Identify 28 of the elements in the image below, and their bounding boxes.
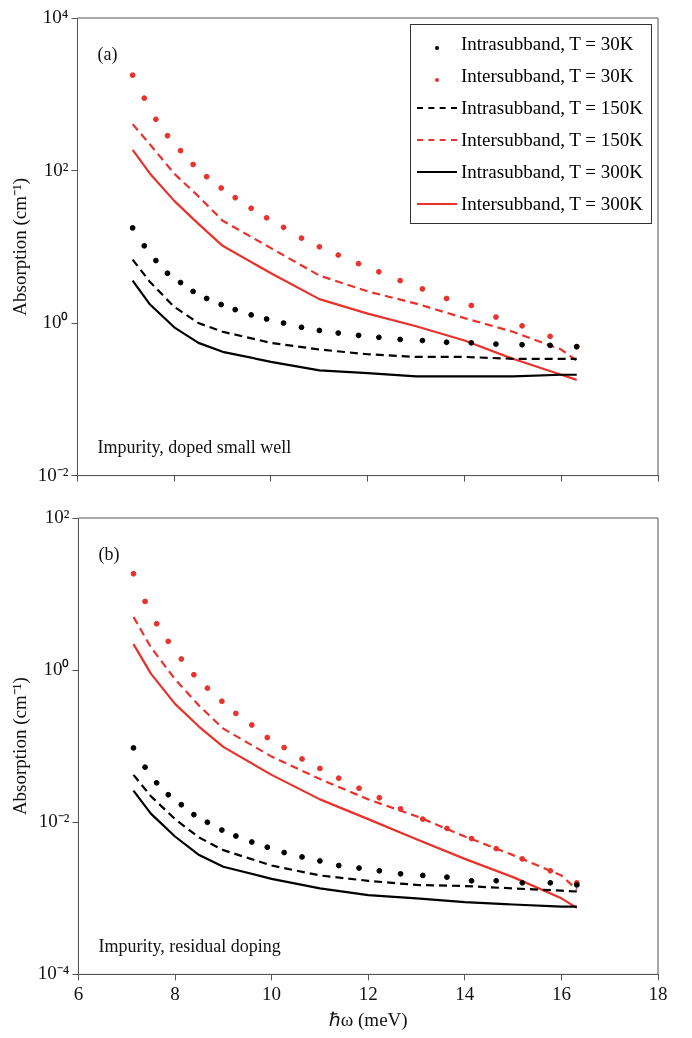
y-tick-label: 10⁰ (42, 311, 69, 333)
x-tick-label: 6 (73, 982, 84, 1004)
y-tick-label: 10⁴ (42, 5, 69, 27)
x-tick-label: 18 (648, 982, 668, 1004)
x-tick-label: 12 (358, 982, 378, 1004)
x-tick-label: 8 (170, 982, 180, 1004)
y-tick-label: 10⁻² (37, 463, 69, 485)
x-axis-title: ℏω (meV) (328, 1008, 408, 1031)
annotation: (a) (97, 43, 118, 65)
legend-label: Intrasubband, T = 30K (460, 32, 634, 56)
y-axis-title: Absorption (cm⁻¹) (9, 677, 32, 816)
annotation: Impurity, residual doping (98, 936, 281, 957)
legend-label: Intrasubband, T = 300K (460, 160, 643, 184)
x-tick-label: 14 (455, 982, 475, 1004)
y-axis-title: Absorption (cm⁻¹) (9, 177, 32, 316)
x-tick-label: 16 (551, 982, 571, 1004)
y-tick-label: 10⁻² (38, 810, 70, 832)
legend-label: Intrasubband, T = 150K (460, 96, 643, 120)
y-tick-label: 10⁻⁴ (37, 962, 70, 984)
x-tick-label: 10 (262, 982, 282, 1004)
annotation: Impurity, doped small well (97, 437, 292, 458)
annotation: (b) (98, 543, 120, 565)
legend-label: Intersubband, T = 300K (460, 192, 643, 216)
legend-label: Intersubband, T = 150K (460, 128, 643, 152)
y-tick-label: 10² (44, 505, 70, 527)
legend-label: Intersubband, T = 30K (460, 64, 634, 88)
y-tick-label: 10⁰ (43, 658, 70, 680)
y-tick-label: 10² (43, 158, 69, 180)
